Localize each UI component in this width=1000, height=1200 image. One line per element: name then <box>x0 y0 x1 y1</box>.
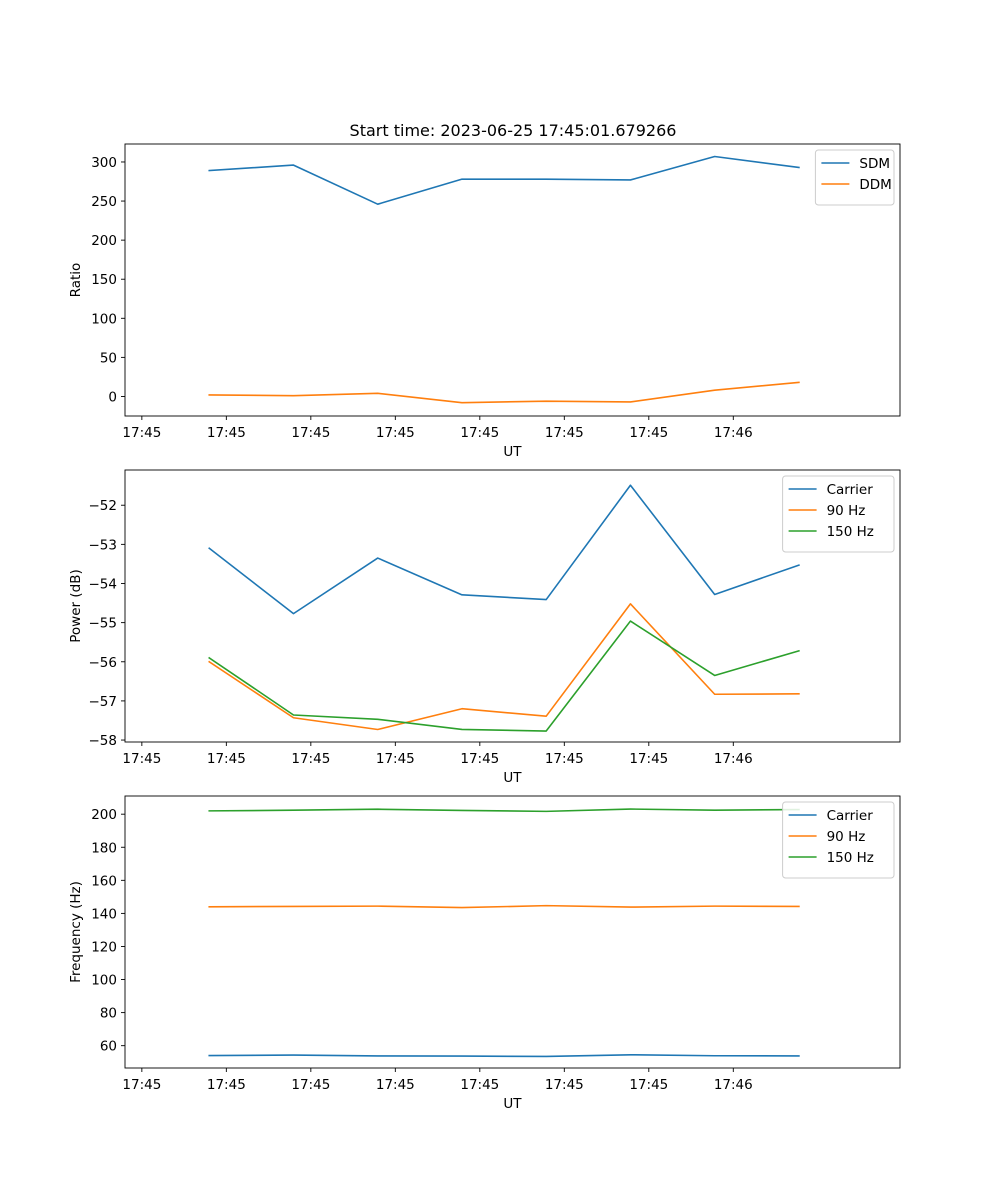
x-tick-label: 17:45 <box>629 1077 668 1093</box>
y-tick-label: −54 <box>89 576 118 592</box>
x-tick-label: 17:46 <box>714 425 753 441</box>
legend-label: SDM <box>859 156 890 172</box>
series-line-carrier <box>208 484 800 615</box>
y-tick-label: 100 <box>91 973 117 989</box>
x-tick-label: 17:45 <box>122 425 161 441</box>
x-tick-label: 17:45 <box>376 1077 415 1093</box>
x-tick-label: 17:45 <box>460 751 499 767</box>
chart-panel-1: 17:45 17:45 17:45 17:45 17:45 17:45 17:45 17:46… <box>68 143 901 460</box>
series-line-150-hz <box>208 620 800 732</box>
y-tick-label: −56 <box>89 655 118 671</box>
y-axis-label: Power (dB) <box>68 569 84 642</box>
y-tick-label: 200 <box>91 233 117 249</box>
figure-title: Start time: 2023-06-25 17:45:01.679266 <box>350 121 677 140</box>
x-tick-label: 17:45 <box>545 425 584 441</box>
axes-frame <box>124 795 901 1069</box>
legend-label: 150 Hz <box>827 524 874 540</box>
y-tick-label: 0 <box>108 389 117 405</box>
chart-panel-2: 17:45 17:45 17:45 17:45 17:45 17:45 17:45 17:46… <box>68 469 901 786</box>
x-tick-label: 17:45 <box>376 751 415 767</box>
y-tick-label: 60 <box>100 1039 117 1055</box>
y-tick-label: 120 <box>91 939 117 955</box>
x-tick-label: 17:45 <box>291 751 330 767</box>
y-tick-label: 160 <box>91 873 117 889</box>
y-tick-label: −58 <box>89 733 118 749</box>
x-tick-label: 17:45 <box>207 1077 246 1093</box>
y-tick-label: 140 <box>91 906 117 922</box>
legend-box <box>782 801 895 879</box>
legend: Carrier 90 Hz 150 Hz <box>782 801 895 879</box>
x-tick-label: 17:45 <box>291 1077 330 1093</box>
legend-label: 90 Hz <box>827 503 866 519</box>
x-tick-label: 17:45 <box>629 425 668 441</box>
x-tick-label: 17:45 <box>207 751 246 767</box>
y-axis-label: Frequency (Hz) <box>68 881 84 983</box>
series-line-90-hz <box>208 904 800 909</box>
series-line-carrier <box>208 1053 800 1058</box>
x-tick-label: 17:45 <box>460 1077 499 1093</box>
series-line-ddm <box>208 381 800 404</box>
axes-frame <box>124 143 901 417</box>
x-axis-label: UT <box>503 1096 522 1112</box>
x-tick-label: 17:45 <box>122 1077 161 1093</box>
y-tick-label: 180 <box>91 840 117 856</box>
legend-label: 90 Hz <box>827 829 866 845</box>
y-tick-label: −57 <box>89 694 118 710</box>
y-tick-label: 100 <box>91 311 117 327</box>
x-tick-label: 17:46 <box>714 1077 753 1093</box>
x-tick-label: 17:45 <box>207 425 246 441</box>
x-tick-label: 17:45 <box>629 751 668 767</box>
legend: SDM DDM <box>814 149 895 206</box>
legend-label: Carrier <box>827 482 874 498</box>
legend-label: Carrier <box>827 808 874 824</box>
legend-box <box>782 475 895 553</box>
legend-label: DDM <box>859 177 891 193</box>
series-line-150-hz <box>208 808 800 813</box>
y-axis-label: Ratio <box>68 263 84 298</box>
x-tick-label: 17:45 <box>460 425 499 441</box>
y-tick-label: 200 <box>91 807 117 823</box>
y-tick-label: −55 <box>89 616 118 632</box>
series-line-90-hz <box>208 603 800 731</box>
x-tick-label: 17:45 <box>545 1077 584 1093</box>
x-tick-label: 17:45 <box>545 751 584 767</box>
x-axis-label: UT <box>503 444 522 460</box>
axes-frame <box>124 469 901 743</box>
x-tick-label: 17:45 <box>376 425 415 441</box>
y-tick-label: 150 <box>91 272 117 288</box>
y-tick-label: 50 <box>100 350 117 366</box>
legend: Carrier 90 Hz 150 Hz <box>782 475 895 553</box>
x-tick-label: 17:45 <box>122 751 161 767</box>
y-tick-label: −52 <box>89 498 118 514</box>
x-tick-label: 17:45 <box>291 425 330 441</box>
legend-label: 150 Hz <box>827 850 874 866</box>
y-tick-label: 80 <box>100 1006 117 1022</box>
x-axis-label: UT <box>503 770 522 786</box>
chart-panel-3: 17:45 17:45 17:45 17:45 17:45 17:45 17:45 17:46… <box>68 795 901 1112</box>
series-line-sdm <box>208 155 800 205</box>
x-tick-label: 17:46 <box>714 751 753 767</box>
y-tick-label: 300 <box>91 155 117 171</box>
y-tick-label: −53 <box>89 537 118 553</box>
y-tick-label: 250 <box>91 194 117 210</box>
